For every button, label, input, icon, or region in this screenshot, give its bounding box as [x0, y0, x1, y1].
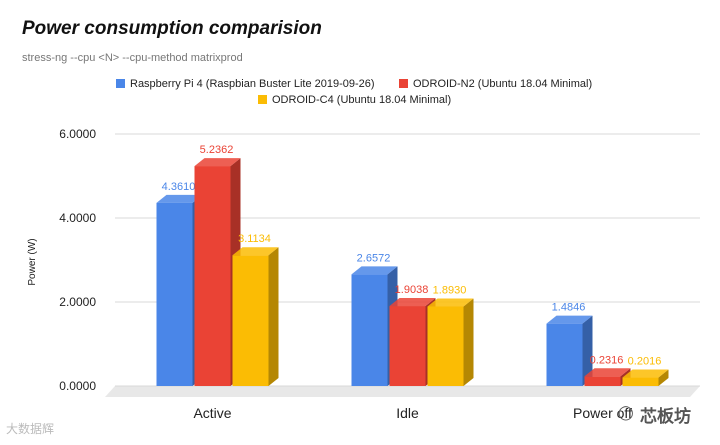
- legend-label: ODROID-C4 (Ubuntu 18.04 Minimal): [272, 94, 451, 106]
- bar-top: [427, 298, 474, 307]
- watermark-left: 大数据辉: [6, 422, 55, 436]
- chart-floor: [105, 386, 700, 397]
- bar-top: [622, 369, 669, 378]
- bar-front: [194, 166, 231, 386]
- bar-front: [156, 202, 193, 386]
- bar-front: [622, 377, 659, 386]
- bar-power-off-0: [546, 315, 593, 386]
- bar-top: [351, 266, 398, 275]
- bar-front: [427, 306, 464, 386]
- data-label: 1.4846: [552, 302, 586, 314]
- chart-subtitle: stress-ng --cpu <N> --cpu-method matrixp…: [22, 52, 243, 64]
- data-label: 1.8930: [433, 284, 467, 296]
- bar-top: [156, 194, 203, 203]
- bar-top: [389, 298, 436, 307]
- bar-top: [546, 315, 593, 324]
- x-tick-label: Idle: [396, 405, 419, 421]
- y-tick-label: 4.0000: [59, 211, 96, 225]
- chart-title: Power consumption comparision: [22, 18, 322, 39]
- bar-front: [351, 274, 388, 386]
- bar-side: [463, 298, 474, 386]
- bar-top: [232, 247, 279, 256]
- bar-power-off-2: [622, 369, 669, 386]
- data-label: 1.9038: [395, 284, 429, 296]
- data-label: 3.1134: [238, 233, 271, 245]
- data-label: 2.6572: [357, 252, 391, 264]
- bar-side: [268, 247, 279, 386]
- bar-front: [584, 376, 621, 386]
- data-label: 4.3610: [162, 181, 196, 193]
- bar-top: [584, 368, 631, 377]
- bar-side: [582, 315, 593, 386]
- bar-front: [546, 323, 583, 386]
- legend-label: ODROID-N2 (Ubuntu 18.04 Minimal): [413, 78, 592, 90]
- bar-side: [658, 369, 669, 386]
- x-tick-label: Active: [193, 405, 231, 421]
- chat-bubble-icon: ◯: [618, 404, 634, 420]
- y-tick-label: 0.0000: [59, 379, 96, 393]
- bar-front: [389, 306, 426, 386]
- bar-idle-2: [427, 298, 474, 386]
- legend-label: Raspberry Pi 4 (Raspbian Buster Lite 201…: [130, 78, 375, 90]
- y-tick-label: 2.0000: [59, 295, 96, 309]
- y-tick-label: 6.0000: [59, 127, 96, 141]
- legend-swatch: [116, 79, 125, 88]
- bar-active-2: [232, 247, 279, 386]
- data-label: 0.2016: [628, 356, 662, 368]
- bar-top: [194, 158, 241, 167]
- data-label: 0.2316: [590, 354, 624, 366]
- data-label: 5.2362: [200, 144, 234, 156]
- y-axis-title: Power (W): [27, 238, 38, 285]
- legend-swatch: [258, 95, 267, 104]
- x-tick-label: Power off: [573, 405, 632, 421]
- legend-swatch: [399, 79, 408, 88]
- bar-front: [232, 255, 269, 386]
- watermark-right: 芯板坊: [640, 407, 691, 426]
